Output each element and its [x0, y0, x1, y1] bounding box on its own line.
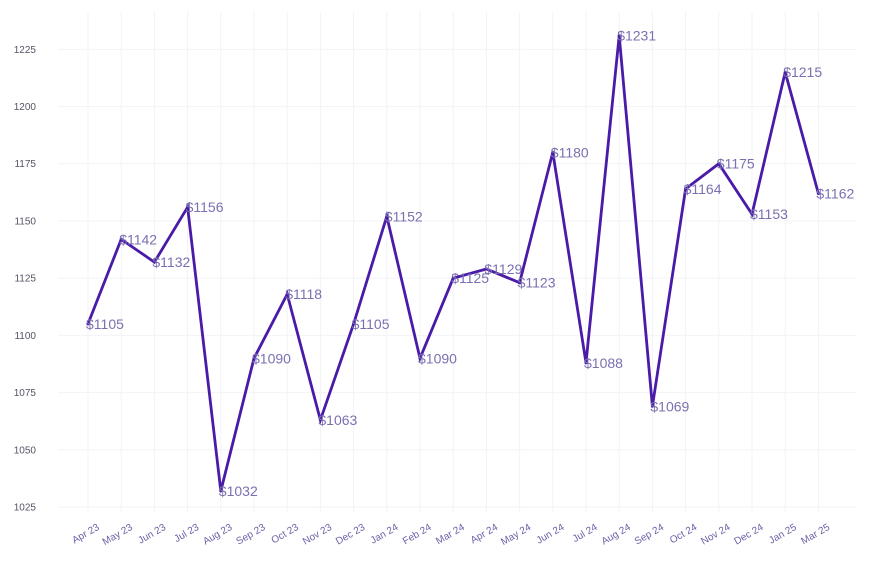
y-tick-label: 1150 — [14, 216, 36, 227]
data-label: $1125 — [451, 270, 489, 286]
x-tick-label: Mar 24 — [434, 522, 467, 547]
data-label: $1069 — [650, 398, 689, 414]
data-label: $1090 — [252, 350, 291, 366]
x-tick-label: Dec 24 — [733, 522, 766, 548]
x-tick-label: Sep 24 — [633, 522, 666, 548]
data-label: $1105 — [352, 316, 390, 332]
data-point — [352, 322, 356, 326]
x-tick-label: Apr 24 — [469, 522, 500, 546]
data-label: $1180 — [551, 144, 589, 160]
data-point — [219, 489, 223, 493]
y-tick-label: 1025 — [14, 503, 37, 514]
data-label: $1215 — [783, 64, 822, 80]
data-point — [285, 292, 289, 296]
data-label: $1231 — [617, 28, 656, 44]
x-tick-label: Sep 23 — [235, 522, 268, 548]
x-tick-label: Jan 24 — [369, 522, 401, 547]
x-tick-label: Oct 24 — [668, 522, 699, 546]
data-point — [385, 214, 389, 218]
x-tick-label: May 23 — [101, 522, 135, 548]
data-point — [119, 237, 123, 241]
series-line-group — [86, 34, 820, 493]
data-label: $1032 — [219, 483, 258, 499]
data-point — [186, 205, 190, 209]
x-tick-label: Aug 24 — [600, 522, 633, 548]
data-point — [584, 361, 588, 365]
data-point — [418, 356, 422, 360]
y-tick-label: 1175 — [14, 159, 36, 170]
x-tick-label: Jul 24 — [571, 522, 600, 545]
data-label: $1132 — [152, 254, 190, 270]
data-label: $1129 — [484, 261, 522, 277]
data-point — [551, 150, 555, 154]
data-point — [451, 276, 455, 280]
data-label: $1162 — [816, 185, 854, 201]
data-label: $1153 — [750, 206, 788, 222]
data-point — [252, 356, 256, 360]
data-point — [518, 281, 522, 285]
data-label: $1090 — [418, 350, 457, 366]
y-tick-label: 1100 — [14, 331, 36, 342]
y-tick-label: 1125 — [14, 274, 36, 285]
data-label: $1142 — [119, 231, 157, 247]
data-label: $1063 — [318, 412, 357, 428]
x-tick-label: Nov 23 — [301, 522, 334, 548]
data-point — [750, 212, 754, 216]
y-tick-label: 1200 — [14, 102, 37, 113]
x-tick-label: Jan 25 — [767, 522, 799, 547]
data-point — [86, 322, 90, 326]
data-label: $1123 — [518, 275, 556, 291]
x-tick-label: Aug 23 — [201, 522, 234, 548]
y-axis-ticks: 1025 1050 1075 1100 1125 1150 1175 1200 1225 — [14, 45, 37, 514]
data-label: $1118 — [285, 286, 322, 302]
y-tick-label: 1050 — [14, 445, 37, 456]
grid-lines — [58, 12, 856, 512]
data-point — [617, 34, 621, 38]
data-label: $1164 — [684, 181, 722, 197]
x-tick-label: Mar 25 — [799, 522, 832, 547]
data-point — [816, 191, 820, 195]
x-tick-label: Jun 24 — [535, 522, 567, 547]
x-tick-label: Apr 23 — [70, 522, 101, 546]
x-tick-label: Feb 24 — [401, 522, 434, 547]
data-label: $1088 — [584, 355, 623, 371]
data-point — [684, 187, 688, 191]
y-tick-label: 1225 — [14, 45, 37, 56]
data-point — [484, 267, 488, 271]
x-tick-label: Dec 23 — [334, 522, 367, 548]
x-tick-label: Jul 23 — [172, 522, 201, 545]
x-axis-ticks: Apr 23 May 23 Jun 23 Jul 23 Aug 23 Sep 23 Oct … — [70, 522, 832, 548]
x-tick-label: Jun 23 — [136, 522, 168, 547]
data-point — [783, 70, 787, 74]
y-tick-label: 1075 — [14, 388, 37, 399]
data-label: $1152 — [385, 208, 423, 224]
x-tick-label: Nov 24 — [699, 522, 732, 548]
data-point — [650, 404, 654, 408]
x-tick-label: May 24 — [499, 522, 533, 548]
data-point — [318, 418, 322, 422]
data-label: $1175 — [717, 156, 755, 172]
x-tick-label: Oct 23 — [270, 522, 301, 546]
data-labels: $1105 $1142 $1132 $1156 $1032 $1090 $1118 $1063… — [86, 28, 855, 499]
data-point — [152, 260, 156, 264]
data-label: $1156 — [186, 199, 224, 215]
data-label: $1105 — [86, 316, 124, 332]
data-point — [717, 162, 721, 166]
